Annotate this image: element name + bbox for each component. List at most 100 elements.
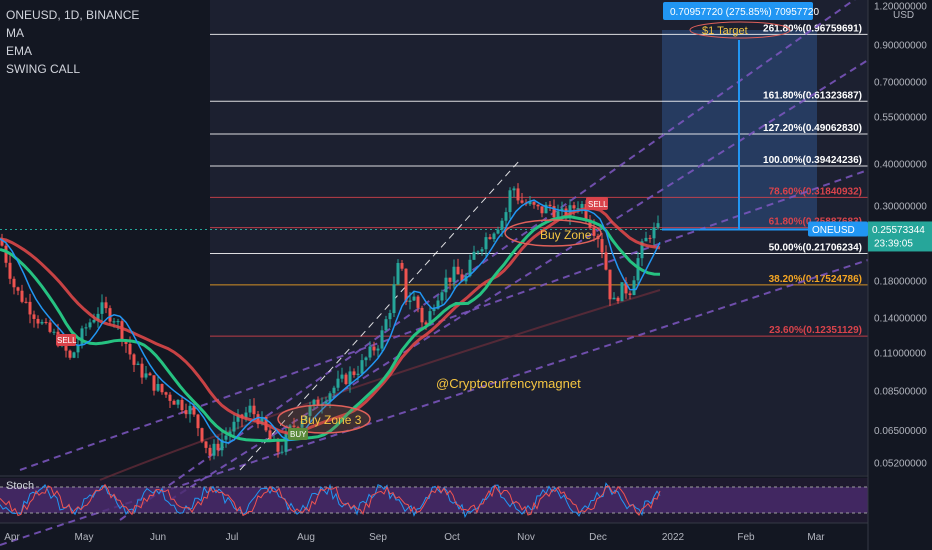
candle-body [152, 375, 156, 391]
candle-body [80, 328, 84, 345]
candle-body [252, 405, 256, 415]
candle-body [88, 322, 92, 328]
candle-body [340, 374, 344, 379]
price-tag [868, 221, 932, 252]
candle-body [624, 282, 628, 294]
y-tick-label: 0.40000000 [874, 159, 927, 170]
candle-body [220, 439, 224, 451]
candle-body [40, 321, 44, 324]
candle-body [632, 280, 636, 296]
candle-body [148, 373, 152, 376]
candle-body [588, 219, 592, 228]
candle-body [448, 277, 452, 282]
buy-zone-ellipse [504, 219, 602, 247]
candle-body [180, 399, 184, 411]
countdown-label: 23:39:05 [874, 238, 913, 249]
candle-body [528, 202, 532, 205]
x-tick-label: 2022 [662, 532, 685, 543]
candle-body [108, 308, 112, 322]
candle-body [200, 428, 204, 442]
candle-body [72, 352, 76, 358]
candle-body [560, 208, 564, 212]
candle-body [32, 314, 36, 319]
candle-body [652, 227, 656, 239]
symbol-title: ONEUSD, 1D, BINANCE [6, 8, 140, 22]
candle-body [324, 401, 328, 404]
candle-body [280, 451, 284, 453]
candle-body [644, 237, 648, 242]
candle-body [416, 296, 420, 308]
projection-label-box [663, 2, 813, 20]
x-tick-label: Oct [444, 532, 460, 543]
x-tick-label: Feb [737, 532, 755, 543]
indicator-swing-call[interactable]: SWING CALL [6, 62, 81, 76]
x-tick-label: May [75, 532, 94, 543]
candle-body [456, 266, 460, 275]
channel-line [0, 259, 869, 546]
candle-body [492, 233, 496, 240]
y-tick-label: 0.18000000 [874, 276, 927, 287]
symbol-tag [808, 221, 868, 237]
candle-body [648, 237, 652, 239]
candle-body [0, 238, 4, 246]
candle-body [260, 416, 264, 425]
candle-body [216, 443, 220, 451]
candle-body [612, 297, 616, 300]
symbol-tag-label: ONEUSD [812, 225, 855, 236]
fib-label: 38.20%(0.17524786) [769, 274, 862, 285]
candle-body [312, 399, 316, 406]
watermark-text: @Cryptocurrencymagnet [436, 376, 581, 391]
candle-body [256, 414, 260, 425]
candle-body [160, 384, 164, 393]
candle-body [452, 266, 456, 282]
candle-body [208, 447, 212, 456]
target-ellipse [689, 21, 791, 39]
candle-body [472, 251, 476, 260]
candle-body [36, 318, 40, 324]
candle-body [84, 327, 88, 329]
candle-body [380, 330, 384, 349]
candle-body [532, 202, 536, 205]
candle-body [308, 405, 312, 416]
fib-label: 261.80%(0.96759691) [763, 23, 862, 34]
stoch-title: Stoch [6, 480, 34, 492]
y-tick-label: 0.05200000 [874, 459, 927, 470]
candle-body [52, 331, 56, 333]
currency-label[interactable]: USD [893, 10, 914, 21]
y-tick-label: 0.14000000 [874, 313, 927, 324]
y-tick-label: 1.20000000 [874, 2, 927, 13]
x-tick-label: Jul [226, 532, 239, 543]
candle-body [500, 220, 504, 230]
channel-line [239, 159, 521, 471]
candle-body [544, 204, 548, 214]
candle-body [636, 258, 640, 281]
candle-body [28, 301, 32, 315]
buy-zone-3-label: Buy Zone 3 [300, 413, 362, 427]
candle-body [480, 249, 484, 252]
candle-body [468, 259, 472, 277]
candle-body [188, 405, 192, 415]
candle-body [296, 427, 300, 429]
candle-body [392, 284, 396, 314]
candle-body [132, 354, 136, 365]
candle-body [608, 269, 612, 300]
price-tag-label: 0.25573344 [872, 225, 925, 236]
candle-body [92, 319, 96, 323]
candle-body [332, 387, 336, 394]
candle-body [76, 344, 80, 353]
indicator-ma[interactable]: MA [6, 26, 24, 40]
y-axis-background [868, 0, 932, 550]
indicator-ema[interactable]: EMA [6, 44, 33, 58]
candle-body [364, 357, 368, 361]
fib-label: 127.20%(0.49062830) [763, 123, 862, 134]
candle-body [248, 405, 252, 413]
candle-body [20, 290, 24, 302]
y-tick-label: 0.70000000 [874, 77, 927, 88]
candle-body [104, 302, 108, 309]
y-tick-label: 0.08500000 [874, 386, 927, 397]
candle-body [328, 393, 332, 402]
candle-body [172, 400, 176, 405]
candle-body [24, 301, 28, 303]
candle-body [512, 188, 516, 191]
